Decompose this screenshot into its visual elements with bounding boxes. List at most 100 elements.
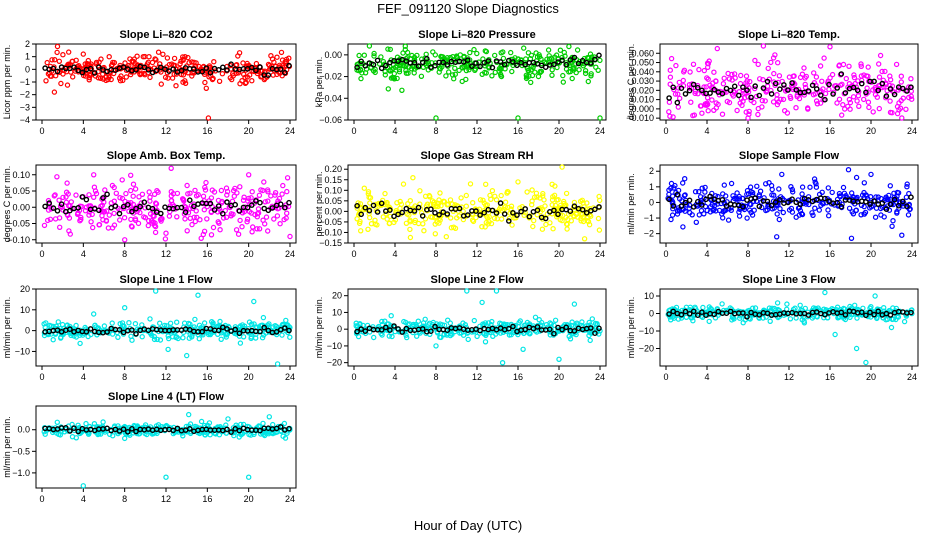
data-point xyxy=(898,79,905,85)
data-point xyxy=(546,53,552,59)
panel-title: Slope Li–820 Pressure xyxy=(418,29,535,41)
data-point xyxy=(877,52,884,59)
mean-point xyxy=(191,66,197,72)
mean-point xyxy=(563,324,570,331)
data-point xyxy=(861,203,867,210)
data-point xyxy=(775,60,781,66)
y-tick-label: 0.10 xyxy=(324,185,342,195)
data-point xyxy=(847,314,853,320)
x-tick-label: 24 xyxy=(285,126,295,136)
mean-point xyxy=(236,330,243,337)
mean-point xyxy=(690,308,697,315)
data-point xyxy=(50,337,56,343)
y-axis-label: kPa per min. xyxy=(314,57,324,108)
data-point xyxy=(509,222,515,228)
data-point xyxy=(573,210,579,217)
mean-point xyxy=(104,329,110,335)
data-point xyxy=(259,335,266,341)
y-axis-label: ml/min per min. xyxy=(314,297,324,359)
data-point xyxy=(799,184,806,190)
data-point xyxy=(242,74,248,81)
data-point xyxy=(587,322,593,328)
data-point xyxy=(538,68,545,75)
data-point xyxy=(858,63,865,70)
data-point xyxy=(457,52,463,58)
data-point xyxy=(555,196,561,203)
x-tick-label: 20 xyxy=(554,372,564,382)
data-point xyxy=(793,104,799,111)
mean-point xyxy=(370,202,377,209)
data-point xyxy=(680,77,687,84)
data-point xyxy=(382,72,388,78)
mean-point xyxy=(908,84,914,90)
x-tick-label: 0 xyxy=(663,372,668,382)
data-point xyxy=(58,335,64,341)
data-point xyxy=(787,93,793,100)
data-point xyxy=(193,60,199,66)
panel-2: Slope Li–820 Pressure kPa per min. 0 4 8 12 16… xyxy=(314,29,607,136)
data-point xyxy=(367,200,373,206)
data-point xyxy=(486,214,492,220)
data-point xyxy=(569,75,575,82)
panel-9: Slope Line 3 Flow ml/min per min. 0 4 8 12 16 2… xyxy=(626,274,919,382)
data-point xyxy=(433,343,439,349)
x-tick-label: 8 xyxy=(122,372,127,382)
data-point xyxy=(179,430,185,436)
x-tick-label: 24 xyxy=(285,372,295,382)
data-point xyxy=(807,184,813,190)
plot-frame xyxy=(659,288,919,367)
mean-point xyxy=(423,55,430,62)
data-point xyxy=(850,311,856,318)
y-tick-label: −10 xyxy=(639,326,654,336)
mean-point xyxy=(224,67,230,73)
mean-point xyxy=(112,203,119,209)
mean-point xyxy=(895,202,902,209)
mean-point xyxy=(854,87,861,94)
mean-point xyxy=(522,326,529,333)
mean-point xyxy=(477,63,483,70)
data-point xyxy=(836,190,843,197)
mean-point xyxy=(863,312,869,319)
data-point xyxy=(223,185,230,191)
mean-point xyxy=(542,64,549,70)
x-tick-label: 8 xyxy=(433,372,438,382)
mean-point xyxy=(75,428,81,435)
data-point xyxy=(789,186,796,193)
data-point xyxy=(228,211,235,217)
data-point xyxy=(739,195,746,202)
data-point xyxy=(265,188,271,195)
mean-point xyxy=(883,206,890,212)
data-point xyxy=(880,315,886,321)
mean-point xyxy=(477,327,483,334)
data-point xyxy=(705,64,711,71)
data-point xyxy=(443,73,449,79)
data-point xyxy=(403,332,409,338)
data-point xyxy=(354,67,360,73)
y-tick-label: −0.05 xyxy=(7,219,30,229)
data-point xyxy=(766,179,772,186)
series-points xyxy=(354,43,603,121)
mean-point xyxy=(867,309,873,316)
data-point xyxy=(890,217,896,224)
data-point xyxy=(54,43,61,50)
mean-point xyxy=(596,325,602,332)
data-point xyxy=(671,185,677,191)
data-point xyxy=(157,216,164,223)
mean-point xyxy=(203,65,210,71)
x-tick-label: 20 xyxy=(244,372,254,382)
data-point xyxy=(354,216,360,222)
data-point xyxy=(248,432,254,438)
data-point xyxy=(549,202,555,208)
y-tick-label: −0.5 xyxy=(12,446,30,456)
data-point xyxy=(433,115,439,121)
data-point xyxy=(270,324,276,330)
data-point xyxy=(732,75,738,81)
mean-point xyxy=(186,425,193,432)
y-tick-label: 0 xyxy=(649,197,654,207)
data-point xyxy=(906,94,912,101)
data-point xyxy=(182,78,188,84)
data-point xyxy=(588,71,594,77)
mean-point xyxy=(505,218,512,224)
data-point xyxy=(134,53,140,59)
mean-point xyxy=(411,208,418,214)
